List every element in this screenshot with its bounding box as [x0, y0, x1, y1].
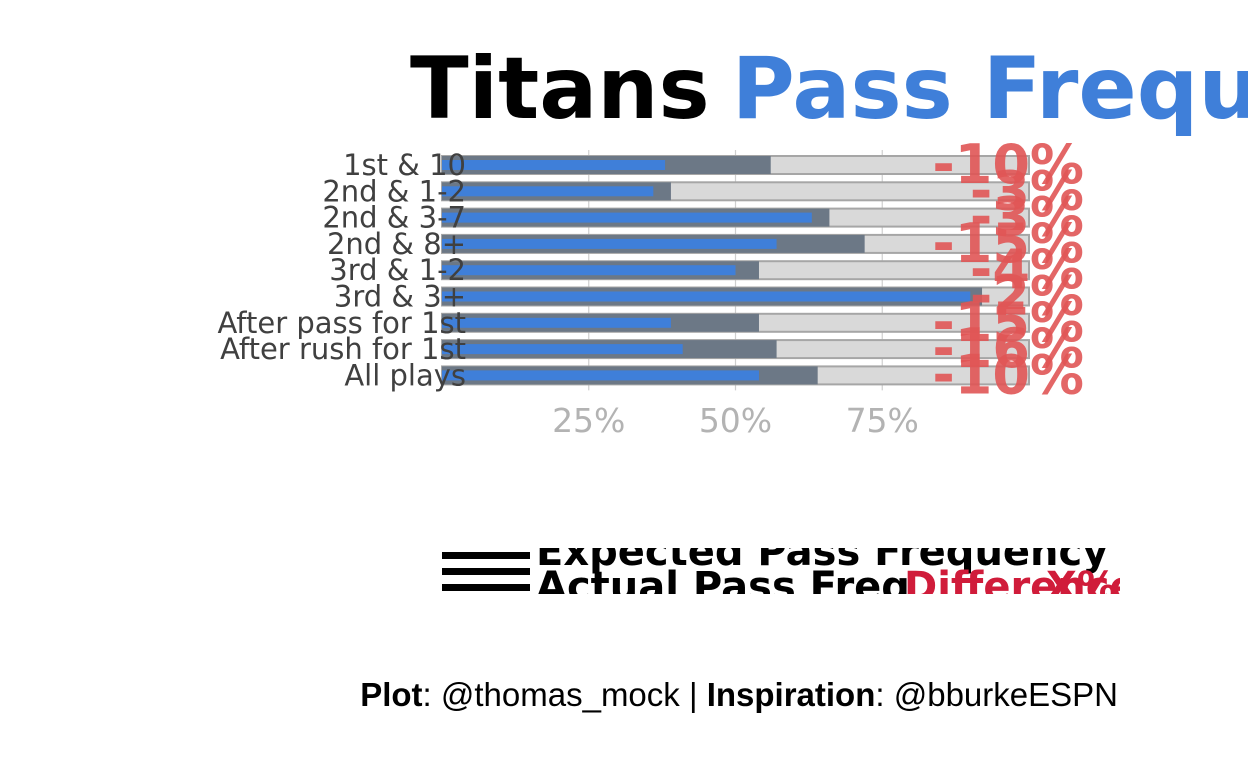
difference-label: -15%: [932, 212, 1084, 275]
caption-inspiration-label: Inspiration: [706, 676, 876, 713]
caption-plot-label: Plot: [360, 676, 423, 713]
legend-label-actual: Actual Pass Freq: [536, 564, 910, 610]
actual-bar: [442, 186, 654, 197]
difference-label: -15%: [932, 291, 1084, 354]
x-axis-ticks: 25% 50% 75%: [552, 401, 919, 440]
category-label: 1st & 10: [343, 148, 466, 182]
legend-label-expected: Expected Pass Frequency: [536, 529, 1108, 575]
actual-bar: [442, 370, 759, 381]
plot-caption: Plot: @thomas_mock | Inspiration: @bburk…: [0, 676, 1118, 714]
legend-key-expected: [442, 552, 530, 559]
actual-bar: [442, 238, 777, 249]
difference-label: -10%: [932, 343, 1084, 406]
actual-bar: [442, 291, 971, 302]
difference-labels: -10%-3%-3%-15%-4%-2%-15%-16%-10%: [932, 133, 1084, 406]
actual-bar: [442, 212, 812, 223]
legend-symbol-difference: X%: [1046, 564, 1117, 610]
category-label: 3rd & 1-2: [329, 253, 466, 287]
category-label: 3rd & 3+: [334, 280, 466, 314]
difference-label: -3%: [970, 186, 1084, 249]
x-tick-label: 75%: [846, 401, 919, 440]
difference-label: -10%: [932, 133, 1084, 196]
actual-bar: [442, 265, 736, 276]
legend-key-actual: [442, 568, 530, 575]
legend: Expected Pass Frequency Actual Pass Freq…: [442, 529, 1137, 610]
category-label: After pass for 1st: [218, 306, 467, 340]
legend-key-difference: [442, 584, 530, 591]
actual-bar: [442, 317, 671, 328]
category-label: 2nd & 8+: [327, 227, 466, 261]
x-tick-label: 25%: [552, 401, 625, 440]
category-label: After rush for 1st: [220, 332, 466, 366]
chart-title-metric: Pass Freque: [732, 39, 1248, 139]
category-label: 2nd & 1-2: [322, 174, 466, 208]
caption-inspiration-value: : @bburkeESPN: [875, 676, 1118, 713]
difference-label: -2%: [970, 265, 1084, 328]
actual-bar: [442, 344, 683, 355]
category-label: 2nd & 3-7: [322, 201, 466, 235]
bars: [441, 155, 1030, 386]
x-tick-label: 50%: [699, 401, 772, 440]
difference-label: -16%: [932, 317, 1084, 380]
category-label: All plays: [344, 358, 466, 392]
caption-plot-value: : @thomas_mock |: [422, 676, 707, 713]
difference-label: -3%: [970, 159, 1084, 222]
legend-label-difference: Difference: [904, 564, 1137, 610]
chart-title-team: Titans: [410, 39, 710, 139]
actual-bar: [442, 160, 666, 170]
difference-label: -4%: [970, 238, 1084, 301]
